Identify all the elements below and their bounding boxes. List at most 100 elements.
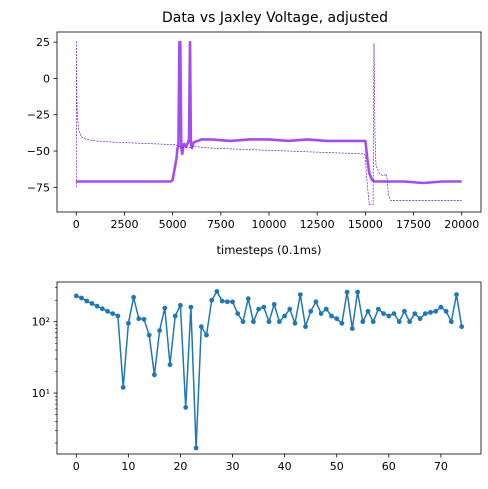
data-point	[219, 298, 225, 304]
x-tick-label: 40	[278, 460, 292, 473]
chart-title: Data vs Jaxley Voltage, adjusted	[162, 10, 388, 26]
data-point	[323, 306, 329, 312]
y-tick-label: −75	[27, 181, 50, 194]
y-tick-label: −50	[27, 145, 50, 158]
data-point	[178, 302, 183, 308]
data-point	[365, 308, 371, 314]
data-point	[183, 405, 189, 410]
data-point	[334, 316, 340, 322]
x-tick-label: 12500	[300, 218, 335, 231]
data-point	[308, 308, 314, 314]
data-point	[277, 319, 282, 325]
data-point	[136, 316, 142, 322]
data-point	[282, 313, 287, 319]
data-point	[438, 304, 444, 310]
y-axis: 25 0 −25 −50 −75	[27, 36, 57, 194]
data-point	[448, 319, 454, 325]
y-tick-label: 10²	[32, 316, 50, 329]
y-axis-bottom: 10¹ 10²	[32, 287, 57, 444]
voltage-series-group	[75, 40, 462, 206]
data-point	[105, 308, 110, 314]
data-point	[245, 296, 251, 302]
data-point	[329, 313, 334, 319]
data-point	[443, 308, 449, 314]
y-tick-label: 0	[43, 72, 50, 85]
log-series-group	[73, 289, 465, 451]
data-point	[204, 332, 209, 338]
data-point	[209, 297, 215, 303]
data-point	[99, 306, 105, 312]
x-tick-label: 15000	[348, 218, 383, 231]
data-point	[318, 311, 324, 316]
data-point	[417, 316, 423, 322]
data-point	[287, 306, 293, 312]
data-point	[433, 308, 439, 314]
data-point	[313, 299, 319, 305]
data-point	[240, 319, 246, 325]
data-point	[198, 324, 204, 330]
data-point	[381, 311, 386, 316]
data-point	[146, 332, 152, 338]
plot-frame-bottom	[56, 281, 482, 455]
data-point	[396, 319, 402, 325]
data-point	[391, 311, 397, 316]
x-tick-label: 20000	[444, 218, 479, 231]
data-point	[73, 293, 79, 299]
x-tick-label: 7500	[207, 218, 235, 231]
data-point	[84, 298, 90, 304]
data-point	[386, 313, 392, 319]
data-point	[188, 304, 194, 310]
x-tick-label: 70	[434, 460, 448, 473]
data-point	[214, 289, 220, 294]
data-point	[428, 310, 433, 315]
data-point	[110, 311, 116, 316]
x-tick-label: 10	[121, 460, 135, 473]
data-point	[167, 362, 173, 368]
x-axis: 0 2500 5000 7500 10000 12500 15000 17500 20000	[73, 212, 479, 231]
data-point	[349, 326, 355, 331]
data-point	[162, 305, 168, 311]
data-point	[454, 292, 459, 297]
data-point	[235, 311, 241, 316]
x-tick-label: 2500	[110, 218, 138, 231]
x-tick-label: 17500	[396, 218, 431, 231]
data-point	[224, 299, 230, 305]
data-point	[339, 320, 345, 326]
data-point	[261, 304, 267, 310]
data-point	[407, 319, 412, 325]
data-point	[193, 445, 199, 451]
data-point	[360, 319, 366, 325]
x-axis-label: timesteps (0.1ms)	[217, 243, 322, 257]
data-point	[459, 324, 465, 330]
data-point	[402, 308, 407, 314]
x-tick-label: 5000	[159, 218, 187, 231]
data-point	[251, 319, 256, 325]
data-point	[89, 301, 95, 306]
log-chart: 0 10 20 30 40 50 60 70 10¹ 10²	[32, 281, 482, 473]
series-line-1	[75, 40, 462, 206]
data-point	[125, 320, 131, 326]
x-tick-label: 0	[73, 460, 80, 473]
x-tick-label: 50	[330, 460, 344, 473]
data-point	[376, 306, 381, 312]
data-point	[422, 311, 428, 316]
voltage-chart: Data vs Jaxley Voltage, adjusted 0 2500 50…	[27, 10, 482, 257]
series-line-0	[76, 40, 462, 185]
data-point	[256, 306, 261, 312]
data-point	[370, 319, 376, 325]
data-point	[94, 303, 100, 309]
data-point	[344, 289, 350, 295]
data-point	[79, 295, 84, 301]
x-tick-label: 20	[173, 460, 187, 473]
data-point	[172, 313, 178, 319]
data-point	[412, 311, 418, 316]
x-axis-bottom: 0 10 20 30 40 50 60 70	[73, 454, 448, 473]
data-point	[271, 302, 277, 307]
y-tick-label: 25	[36, 36, 50, 49]
x-tick-label: 60	[382, 460, 396, 473]
y-tick-label: −25	[27, 109, 50, 122]
data-point	[266, 319, 272, 325]
data-point	[303, 324, 308, 330]
data-point	[120, 385, 126, 390]
